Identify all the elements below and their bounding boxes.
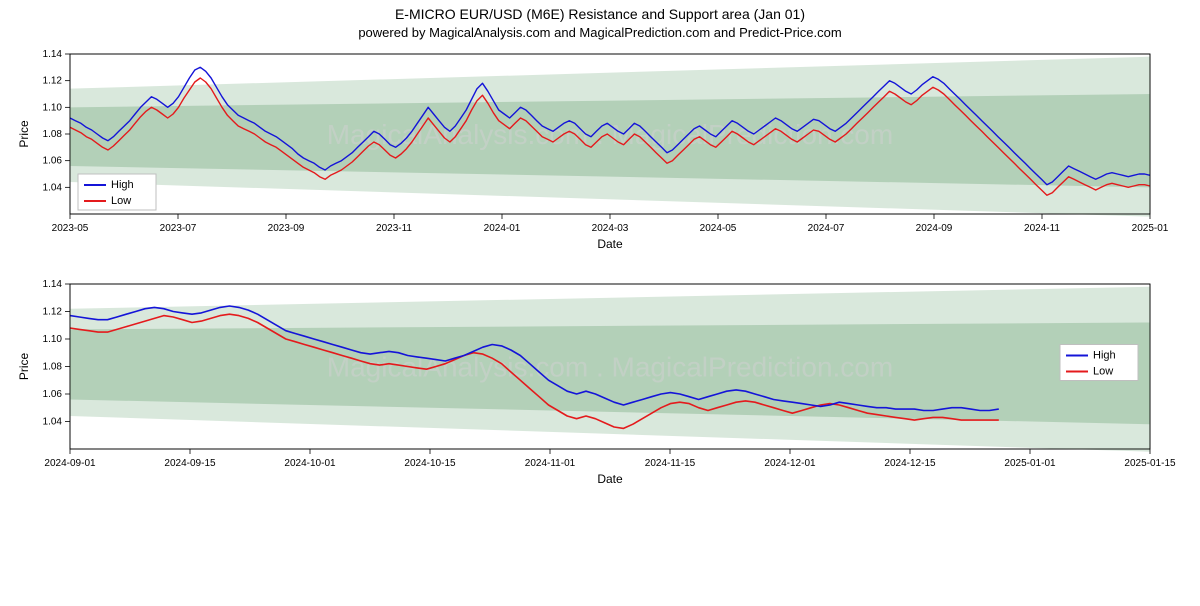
y-tick-label: 1.08 (43, 362, 63, 373)
x-tick-label: 2025-01 (1132, 223, 1169, 234)
x-tick-label: 2023-09 (268, 223, 305, 234)
x-tick-label: 2024-10-15 (404, 458, 456, 469)
y-tick-label: 1.04 (43, 417, 63, 428)
x-tick-label: 2023-07 (160, 223, 197, 234)
x-tick-label: 2025-01-15 (1124, 458, 1176, 469)
legend-low-label: Low (1093, 366, 1113, 378)
x-tick-label: 2024-12-15 (884, 458, 936, 469)
legend: High Low (78, 174, 156, 210)
chart-top: MagicalAnalysis.com . MagicalPrediction.… (10, 44, 1190, 274)
x-tick-label: 2024-03 (592, 223, 629, 234)
x-tick-label: 2024-09-15 (164, 458, 216, 469)
y-tick-label: 1.10 (43, 102, 63, 113)
legend-high-label: High (111, 179, 134, 191)
y-axis-label: Price (17, 353, 31, 381)
x-tick-label: 2024-11-01 (525, 458, 576, 469)
chart-subtitle: powered by MagicalAnalysis.com and Magic… (0, 25, 1200, 40)
x-tick-label: 2024-11 (1024, 223, 1060, 234)
y-axis-label: Price (17, 120, 31, 148)
y-tick-label: 1.12 (43, 76, 63, 87)
y-tick-label: 1.06 (43, 156, 63, 167)
x-tick-label: 2024-01 (484, 223, 521, 234)
y-tick-label: 1.14 (43, 49, 63, 60)
y-tick-label: 1.10 (43, 334, 63, 345)
legend-low-label: Low (111, 195, 131, 207)
chart-bottom: MagicalAnalysis.com . MagicalPrediction.… (10, 274, 1190, 509)
x-tick-label: 2023-11 (376, 223, 412, 234)
y-tick-label: 1.04 (43, 182, 63, 193)
x-tick-label: 2023-05 (52, 223, 89, 234)
chart-title: E-MICRO EUR/USD (M6E) Resistance and Sup… (0, 6, 1200, 22)
x-axis-label: Date (597, 237, 623, 251)
x-tick-label: 2024-09 (916, 223, 953, 234)
x-tick-label: 2024-10-01 (284, 458, 336, 469)
x-tick-label: 2024-11-15 (645, 458, 696, 469)
y-tick-label: 1.14 (43, 279, 63, 290)
x-axis-label: Date (597, 472, 623, 486)
x-tick-label: 2024-07 (808, 223, 845, 234)
x-tick-label: 2025-01-01 (1004, 458, 1056, 469)
y-tick-label: 1.08 (43, 129, 63, 140)
x-tick-label: 2024-12-01 (764, 458, 816, 469)
y-tick-label: 1.12 (43, 307, 63, 318)
y-tick-label: 1.06 (43, 389, 63, 400)
legend: High Low (1060, 345, 1138, 381)
x-tick-label: 2024-05 (700, 223, 737, 234)
legend-high-label: High (1093, 350, 1116, 362)
x-tick-label: 2024-09-01 (44, 458, 96, 469)
